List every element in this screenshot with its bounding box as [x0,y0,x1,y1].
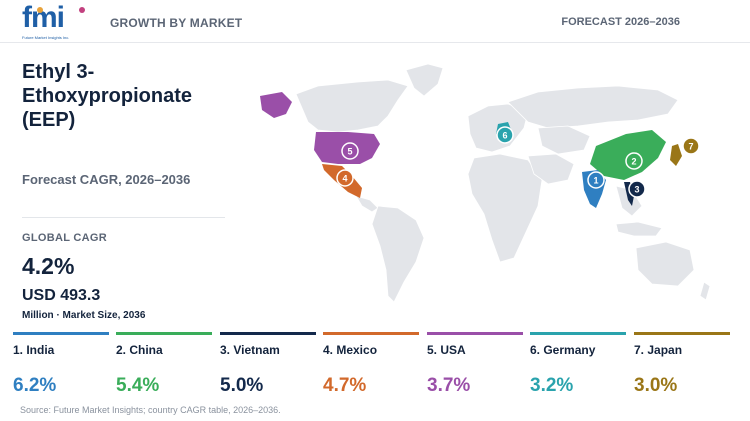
card-vietnam[interactable]: 3. Vietnam 5.0% [220,332,316,402]
land-indonesia [615,221,663,237]
land-south-america [371,205,425,303]
land-greenland [405,63,444,97]
source-note: Source: Future Market Insights; country … [20,405,281,415]
world-map: 1 2 3 4 5 6 7 [260,63,711,303]
card-cagr-value: 3.7% [427,375,471,396]
global-cagr-value: 4.2% [22,253,75,279]
page-title: Ethyl 3-Ethoxypropionate (EEP) [22,61,193,131]
card-country-name: 2. China [116,343,163,357]
divider [22,217,225,218]
land-central-america [355,195,379,213]
card-china[interactable]: 2. China 5.4% [116,332,212,402]
header-section-label: GROWTH BY MARKET [110,16,243,30]
card-japan[interactable]: 7. Japan 3.0% [634,332,730,402]
card-cagr-value: 5.0% [220,375,264,396]
card-color-bar [634,332,730,335]
global-cagr-label: GLOBAL CAGR [22,232,107,244]
card-india[interactable]: 1. India 6.2% [13,332,109,402]
card-germany[interactable]: 6. Germany 3.2% [530,332,626,402]
land-new-zealand [699,281,711,301]
land-middle-east [527,153,575,185]
land-australia [635,241,695,287]
marker-mexico[interactable]: 4 [336,169,354,187]
land-canada [295,79,409,133]
logo-dot-icon [79,7,85,13]
card-usa[interactable]: 5. USA 3.7% [427,332,523,402]
card-cagr-value: 3.0% [634,375,678,396]
card-cagr-value: 6.2% [13,375,57,396]
land-russia [507,85,679,129]
marker-india-label: 1 [593,176,598,186]
country-japan[interactable] [670,144,682,166]
card-country-name: 4. Mexico [323,343,378,357]
map-base-land [295,63,711,303]
marker-germany-label: 6 [502,131,507,141]
card-color-bar [220,332,316,335]
logo-dot-icon [37,7,43,13]
card-country-name: 5. USA [427,343,466,357]
marker-india[interactable]: 1 [587,171,605,189]
fmi-logo[interactable]: fmi Future Market Insights Inc. [22,1,92,43]
marker-usa-label: 5 [347,147,352,157]
marker-china-label: 2 [631,157,636,167]
card-country-name: 7. Japan [634,343,683,357]
marker-japan-label: 7 [688,142,693,152]
marker-china[interactable]: 2 [625,152,643,170]
card-color-bar [116,332,212,335]
card-country-name: 1. India [13,343,55,357]
country-cards: 1. India 6.2% 2. China 5.4% 3. Vietnam 5… [0,332,750,402]
header-forecast-label: FORECAST 2026–2036 [561,16,680,28]
marker-germany[interactable]: 6 [496,126,514,144]
country-alaska[interactable] [260,92,292,118]
marker-usa[interactable]: 5 [341,142,359,160]
marker-mexico-label: 4 [342,174,347,184]
card-color-bar [323,332,419,335]
header: fmi Future Market Insights Inc. GROWTH B… [0,0,750,43]
logo-subtext: Future Market Insights Inc. [22,35,70,40]
card-country-name: 3. Vietnam [220,343,280,357]
market-size-value: USD 493.3 [22,287,101,304]
card-cagr-value: 5.4% [116,375,160,396]
card-cagr-value: 4.7% [323,375,367,396]
marker-vietnam[interactable]: 3 [628,180,646,198]
card-mexico[interactable]: 4. Mexico 4.7% [323,332,419,402]
land-central-asia [537,125,591,155]
card-color-bar [530,332,626,335]
page-subtitle: Forecast CAGR, 2026–2036 [22,172,191,187]
card-country-name: 6. Germany [530,343,596,357]
card-color-bar [13,332,109,335]
logo-text: fmi [22,1,65,34]
card-color-bar [427,332,523,335]
card-cagr-value: 3.2% [530,375,574,396]
marker-japan[interactable]: 7 [682,137,700,155]
marker-vietnam-label: 3 [634,185,639,195]
market-size-unit: Million · Market Size, 2036 [22,310,146,321]
land-africa [467,153,543,263]
